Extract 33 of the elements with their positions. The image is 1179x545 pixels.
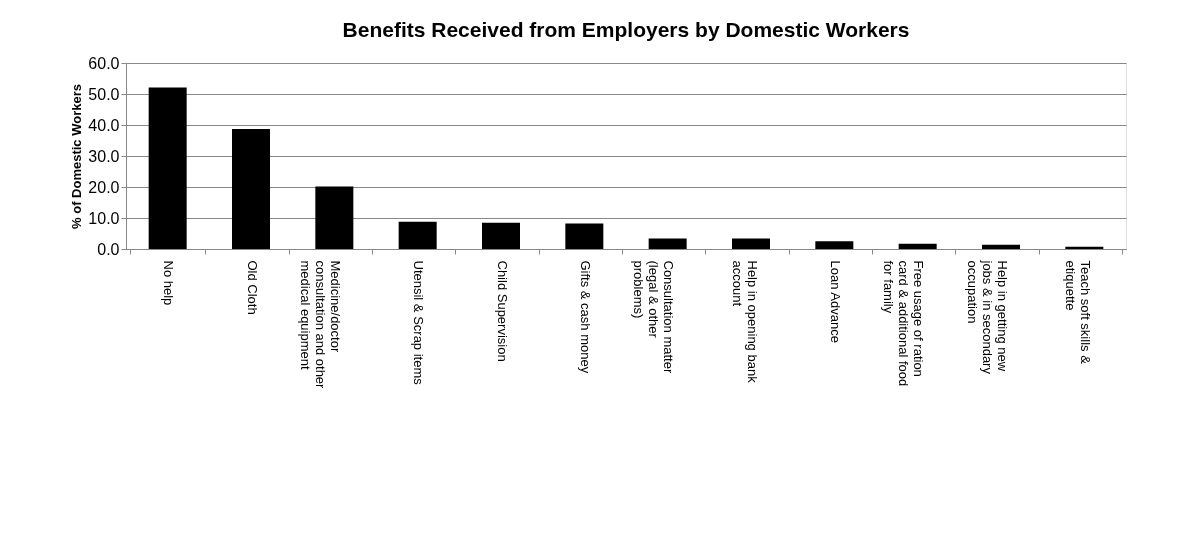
x-tick-label: Loan Advance <box>827 260 843 343</box>
x-tick-label: No help <box>161 260 177 306</box>
bar <box>482 222 520 249</box>
x-tick-label: Child Supervision <box>494 260 510 362</box>
bar <box>315 186 354 249</box>
x-tick-label: Old Cloth <box>244 260 260 315</box>
bar <box>148 87 187 249</box>
bar <box>898 243 937 249</box>
x-tick-label: Gifts & cash money <box>577 260 593 374</box>
y-tick-label: 30.0 <box>88 147 120 165</box>
x-tick-label: Teach soft skills & etiquette <box>1062 260 1093 365</box>
x-tick-label: Utensil & Scrap items <box>411 260 427 386</box>
y-tick-label: 20.0 <box>88 178 120 196</box>
y-tick-label: 10.0 <box>88 209 120 227</box>
bar <box>565 223 604 249</box>
bar <box>982 244 1020 249</box>
chart-title: Benefits Received from Employers by Domestic Workers <box>342 18 910 41</box>
y-axis-title: % of Domestic Workers <box>69 84 85 229</box>
x-tick-label: Medicine/doctor consultation and other medical equipment <box>297 260 343 390</box>
bar <box>398 221 437 249</box>
x-tick-label: Help in getting new jobs & in secondary occupation <box>964 259 1010 375</box>
bar <box>815 241 854 249</box>
y-tick-label: 60.0 <box>88 54 120 72</box>
bar <box>648 238 687 249</box>
bar <box>1065 246 1104 249</box>
y-tick-label: 0.0 <box>97 240 120 258</box>
x-tick-label: Consultation matter (legal & other problems) <box>631 260 677 374</box>
y-tick-label: 50.0 <box>88 85 120 103</box>
bar <box>732 238 770 249</box>
y-tick-label: 40.0 <box>88 116 120 134</box>
x-tick-label: Free usage of ration card & additional food for family <box>881 260 927 387</box>
bar <box>232 129 270 249</box>
x-tick-label: Help in opening bank account <box>729 260 760 384</box>
